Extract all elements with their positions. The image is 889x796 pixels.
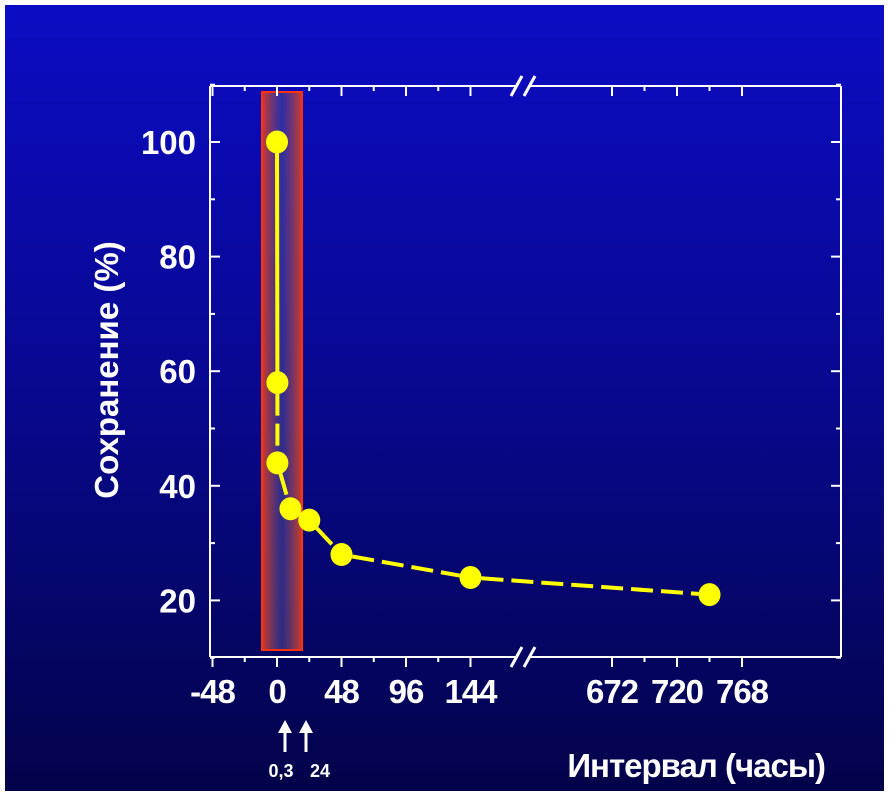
y-tick-label: 60 [159,353,196,390]
arrow-label-2: 24 [310,761,330,781]
series-segment [351,554,461,578]
arrow-marker-2: 24 [299,720,330,781]
y-tick-label: 100 [141,124,196,161]
data-point-6 [459,565,482,589]
x-tick-label: 48 [324,673,359,710]
x-tick-label: -48 [190,673,235,710]
arrow-label-1: 0,3 [268,761,293,781]
series-layer [266,130,721,607]
x-tick-label: 144 [444,673,498,710]
y-axis-label: Сохранение (%) [88,241,125,498]
axis-break-top [509,75,537,97]
y-tick-label: 80 [159,239,196,276]
slide-background [5,5,884,791]
arrow-head-icon [278,720,292,733]
data-point-5 [330,543,353,567]
arrow-marker-1: 0,3 [268,720,294,781]
series-segment [315,526,336,548]
data-point-7 [698,583,721,607]
y-tick-label: 40 [159,468,196,505]
plot-frame [209,85,842,658]
series-segment [481,576,699,596]
axis-break-bottom [509,646,537,668]
arrow-head-icon [299,720,313,733]
x-tick-label: 672 [586,673,639,710]
x-axis-label: Интервал (часы) [567,747,825,784]
data-point-0 [266,130,288,154]
x-tick-label: 0 [268,673,285,710]
x-axis-ticks: -48 0 48 96 144 672 720 768 [190,86,770,710]
highlight-band [261,91,303,651]
y-tick-label: 20 [159,582,196,619]
data-point-2 [266,451,289,475]
data-point-3 [279,497,302,521]
y-axis-ticks: 20 40 60 80 100 [141,83,841,659]
data-point-1 [266,371,289,395]
series-segment [278,472,290,499]
data-point-4 [298,508,321,532]
x-tick-label: 96 [389,673,424,710]
x-tick-label: 720 [651,673,703,710]
x-tick-label: 768 [716,673,769,710]
